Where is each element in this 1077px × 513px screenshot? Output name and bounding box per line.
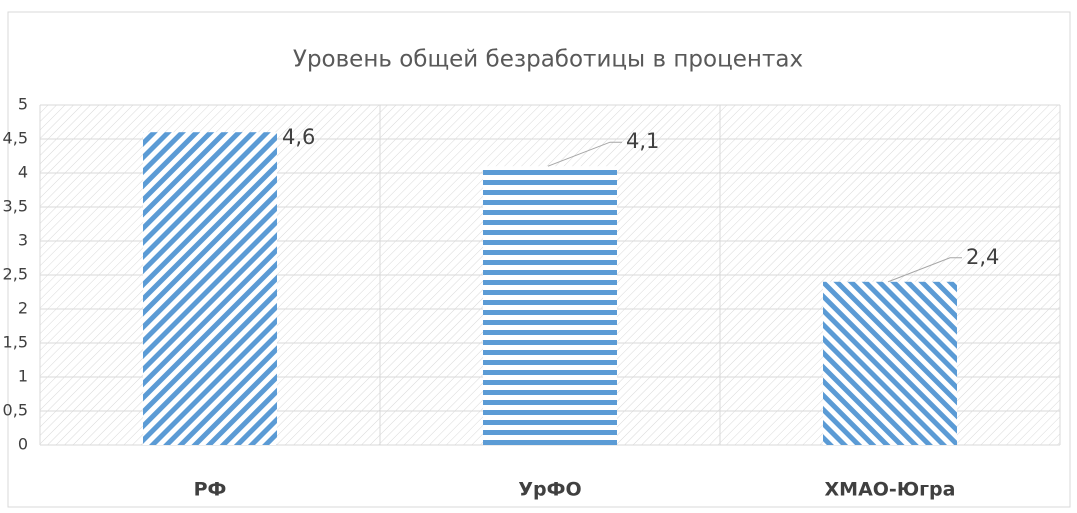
y-tick-label: 0 xyxy=(18,435,28,454)
y-tick-label: 3 xyxy=(18,231,28,250)
y-tick-label: 2 xyxy=(18,299,28,318)
y-tick-label: 4 xyxy=(18,163,28,182)
y-tick-label: 3,5 xyxy=(3,197,28,216)
leader-line xyxy=(887,257,962,283)
x-tick-label: ХМАО-Югра xyxy=(825,479,956,501)
y-tick-label: 0,5 xyxy=(3,401,28,420)
chart-title: Уровень общей безработицы в процентах xyxy=(293,47,803,73)
x-tick-label: РФ xyxy=(194,479,227,501)
data-label: 4,6 xyxy=(282,125,315,149)
y-tick-label: 2,5 xyxy=(3,265,28,284)
y-tick-label: 1 xyxy=(18,367,28,386)
data-label: 2,4 xyxy=(966,245,999,269)
y-tick-label: 5 xyxy=(18,95,28,114)
bar xyxy=(483,166,617,445)
bar xyxy=(823,281,957,445)
bar xyxy=(143,132,277,445)
x-tick-label: УрФО xyxy=(518,479,581,501)
y-tick-label: 4,5 xyxy=(3,129,28,148)
y-tick-label: 1,5 xyxy=(3,333,28,352)
data-label: 4,1 xyxy=(626,129,659,153)
leader-line xyxy=(547,141,622,167)
